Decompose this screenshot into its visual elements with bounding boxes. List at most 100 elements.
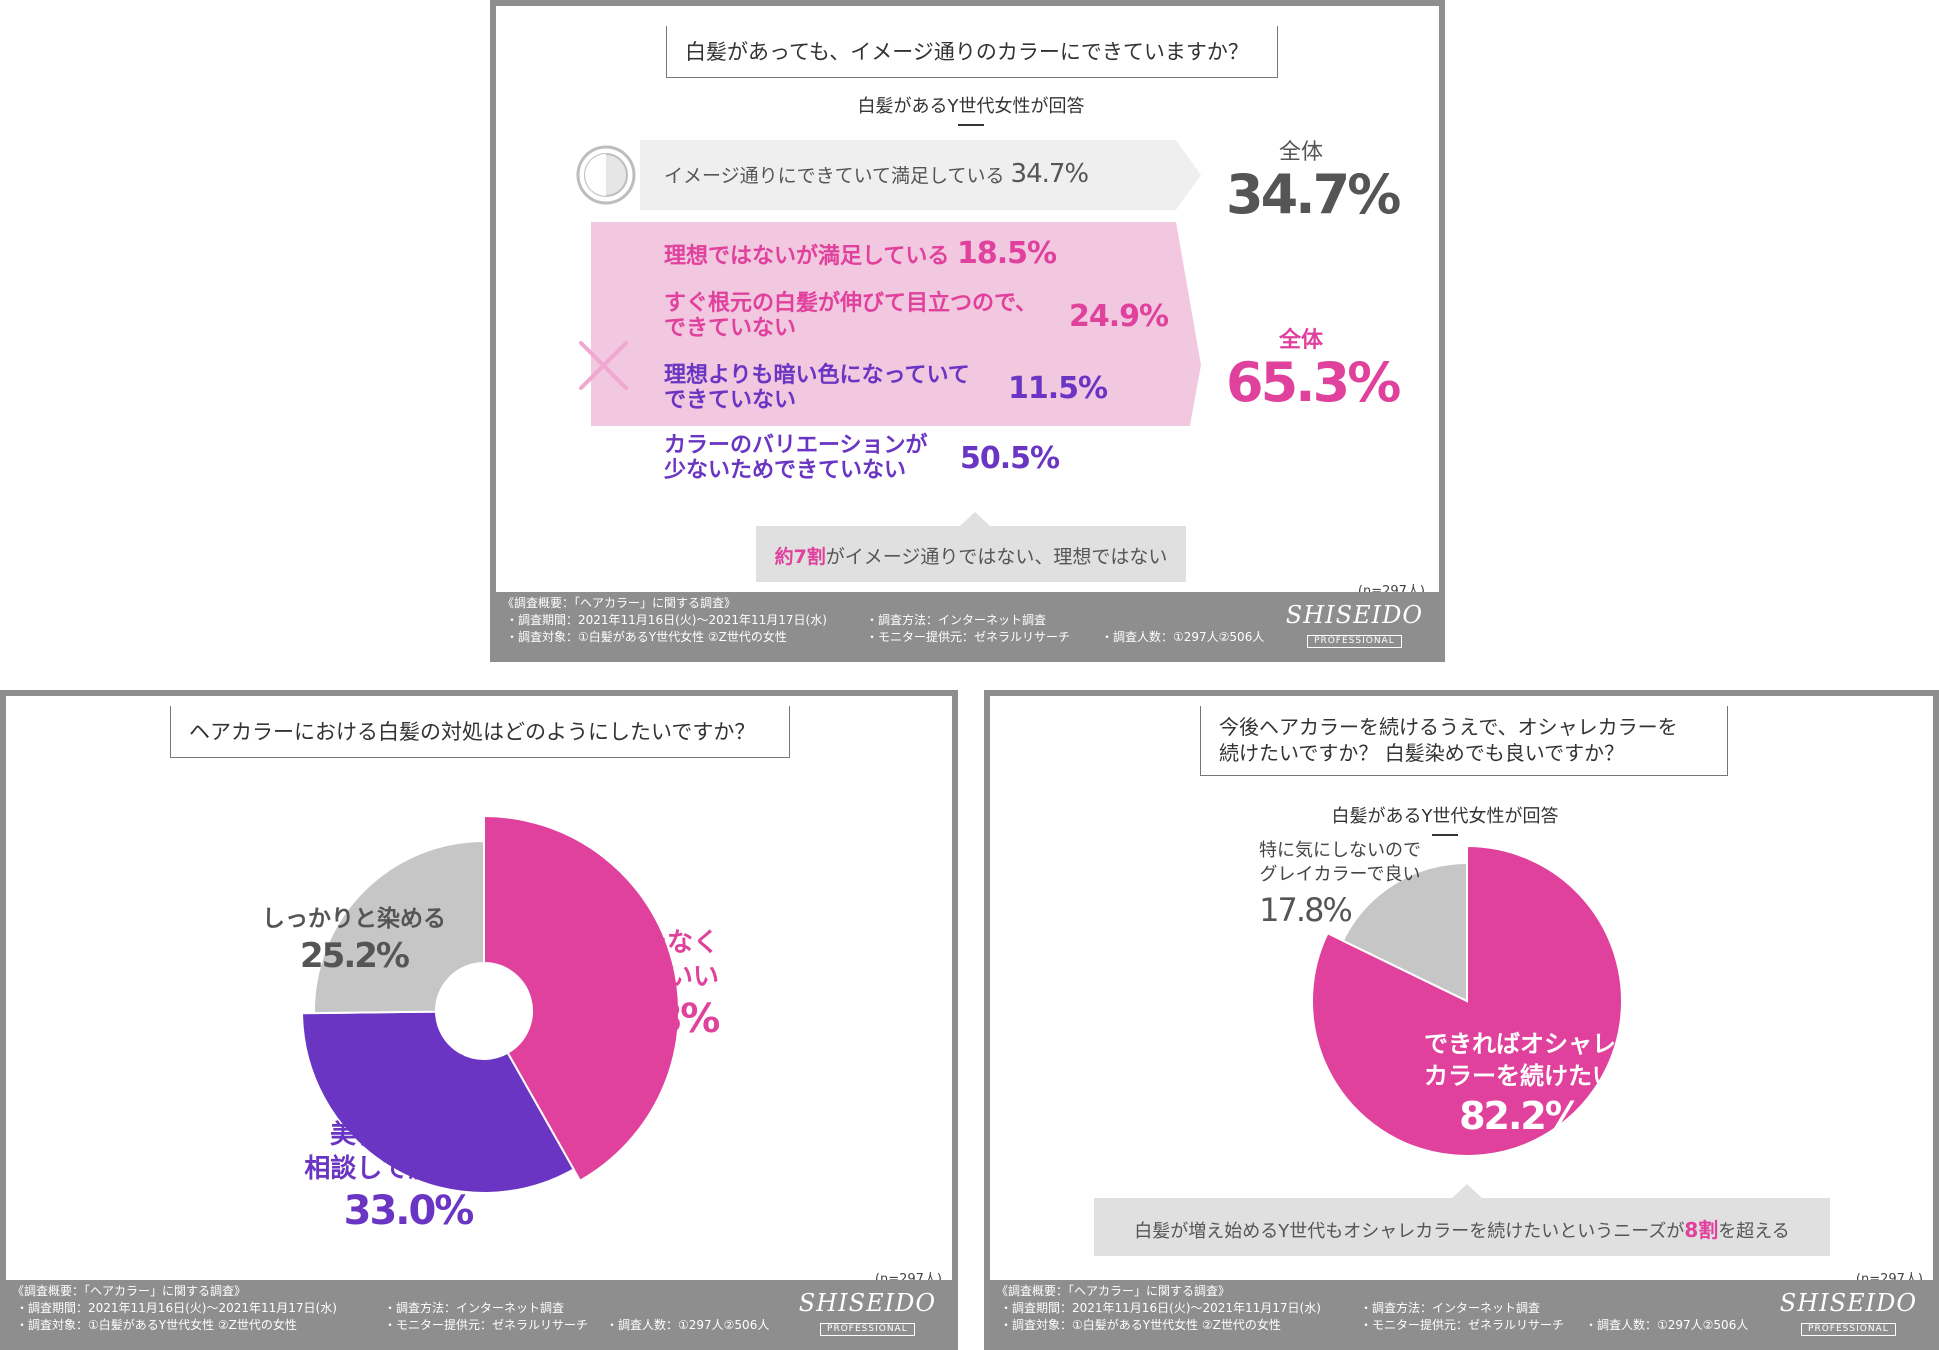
total-bottom-value: 65.3% — [1226, 351, 1401, 414]
row-roots: すぐ根元の白髪が伸びて目立つので、 できていない — [664, 291, 1037, 341]
top-arrow-band — [576, 140, 1201, 426]
brand-sub-text: PROFESSIONAL — [1801, 1323, 1896, 1336]
footer-method: ・調査方法：インターネット調査 — [1360, 1301, 1541, 1315]
question-text: 白髪があっても、イメージ通りのカラーにできていますか？ — [685, 40, 1249, 64]
row-satisfied: イメージ通りにできていて満足している 34.7% — [664, 159, 1090, 189]
slice-inconspicuous — [483, 816, 680, 1183]
callout-pointer — [1452, 1184, 1482, 1198]
brand-sub-text: PROFESSIONAL — [820, 1323, 915, 1336]
total-top-value: 34.7% — [1226, 163, 1401, 226]
row-roots-label1: すぐ根元の白髪が伸びて目立つので、 — [664, 291, 1038, 316]
footer-monitor: ・モニター提供元：ゼネラルリサーチ — [384, 1318, 589, 1332]
row-variation: カラーのバリエーションが 少ないためできていない — [664, 433, 928, 483]
label-consult-pct: 33.0% — [343, 1188, 475, 1234]
cross-icon — [579, 341, 628, 390]
label-dye-pct: 25.2% — [300, 936, 410, 976]
brand-text: SHISEIDO — [1285, 601, 1423, 629]
question-box: ヘアカラーにおける白髪の対処はどのようにしたいですか？ — [170, 706, 790, 758]
question-box: 今後ヘアカラーを続けるうえで、オシャレカラーを 続けたいですか？ 白髪染めでも良… — [1200, 706, 1728, 776]
label-consult-line1: 美容師さんと — [329, 1120, 486, 1150]
label-inconspicuous-pct: 41.8% — [589, 996, 721, 1042]
slice-dye — [313, 839, 485, 1015]
label-fashion: できればオシャレ カラーを続けたい 82.2% — [1400, 1028, 1640, 1140]
footer-period: ・調査期間：2021年11月16日(火)～2021年11月17日(水) — [16, 1301, 337, 1315]
sample-underline — [1432, 834, 1458, 836]
callout-pointer — [960, 512, 990, 526]
footer-line1: 《調査概要：「ヘアカラー」に関する調査》 — [502, 596, 737, 610]
sample-text: 白髪があるY世代女性が回答 — [1331, 806, 1559, 827]
brand-text: SHISEIDO — [1779, 1289, 1917, 1317]
footer-line1: 《調査概要：「ヘアカラー」に関する調査》 — [12, 1284, 247, 1298]
label-fashion-pct: 82.2% — [1459, 1094, 1583, 1138]
callout-accent: 約7割 — [774, 546, 826, 568]
total-bottom: 全体 65.3% — [1226, 322, 1401, 414]
total-top-label: 全体 — [1278, 140, 1323, 165]
pie-chart — [1311, 846, 1623, 1157]
label-gray-pct-wrap: 17.8% — [1240, 890, 1370, 930]
sample-underline — [958, 124, 984, 126]
row-satisfied-label: イメージ通りにできていて満足している — [664, 165, 1005, 187]
label-fashion-line1: できればオシャレ — [1424, 1030, 1616, 1058]
label-dye-line1: しっかりと染める — [262, 906, 446, 932]
row-variation-label1: カラーのバリエーションが — [664, 433, 928, 458]
row-roots-pct-wrap: 24.9% — [1069, 302, 1169, 332]
footer-period: ・調査期間：2021年11月16日(火)～2021年11月17日(水) — [506, 613, 827, 627]
footer-method: ・調査方法：インターネット調査 — [384, 1301, 565, 1315]
footer-line1: 《調査概要：「ヘアカラー」に関する調査》 — [996, 1284, 1231, 1298]
footer-count: ・調査人数：①297人②506人 — [606, 1318, 770, 1332]
footer-target: ・調査対象：①白髪があるY世代女性 ②Z世代の女性 — [506, 630, 787, 644]
label-inconspicuous: 目立たなく なればいい 41.8% — [554, 926, 754, 1044]
callout-text-pre: 白髪が増え始めるY世代もオシャレカラーを続けたいというニーズが — [1134, 1221, 1685, 1242]
sample-label: 白髪があるY世代女性が回答 — [1250, 802, 1640, 836]
shiseido-logo: SHISEIDO PROFESSIONAL — [1780, 1290, 1917, 1336]
sample-label: 白髪があるY世代女性が回答 — [776, 92, 1166, 126]
panel-gray-hair-handling: ヘアカラーにおける白髪の対処はどのようにしたいですか？ 目立たなく なればいい … — [0, 690, 958, 1350]
panel-fashion-color: 今後ヘアカラーを続けるうえで、オシャレカラーを 続けたいですか？ 白髪染めでも良… — [984, 690, 1939, 1350]
total-top: 全体 34.7% — [1226, 134, 1401, 226]
slice-fashion-color — [1311, 846, 1623, 1157]
footer-method: ・調査方法：インターネット調査 — [866, 613, 1047, 627]
brand-text: SHISEIDO — [798, 1289, 936, 1317]
label-dye: しっかりと染める 25.2% — [244, 904, 464, 978]
label-consult-line2: 相談して決めたい — [304, 1154, 512, 1184]
slice-consult — [301, 1010, 576, 1194]
footer: 《調査概要：「ヘアカラー」に関する調査》 ・調査期間：2021年11月16日(火… — [496, 592, 1439, 656]
row-dark-label1: 理想よりも暗い色になっていて — [664, 363, 970, 388]
row-roots-pct: 24.9% — [1069, 299, 1169, 334]
slice-gray-color — [1341, 861, 1468, 1003]
label-gray-pct: 17.8% — [1259, 891, 1353, 929]
question-box: 白髪があっても、イメージ通りのカラーにできていますか？ — [666, 26, 1278, 78]
row-roots-label2: できていない — [664, 316, 797, 341]
footer-count: ・調査人数：①297人②506人 — [1585, 1318, 1749, 1332]
row-not-ideal-pct: 18.5% — [957, 236, 1057, 271]
label-gray-line2: グレイカラーで良い — [1259, 864, 1421, 885]
total-bottom-label: 全体 — [1278, 328, 1323, 353]
label-gray: 特に気にしないので グレイカラーで良い — [1240, 839, 1440, 887]
question-text: ヘアカラーにおける白髪の対処はどのようにしたいですか？ — [189, 720, 756, 744]
footer-target: ・調査対象：①白髪があるY世代女性 ②Z世代の女性 — [1000, 1318, 1281, 1332]
row-dark-label2: できていない — [664, 388, 797, 413]
footer-count: ・調査人数：①297人②506人 — [1101, 630, 1265, 644]
footer: 《調査概要：「ヘアカラー」に関する調査》 ・調査期間：2021年11月16日(火… — [6, 1280, 952, 1344]
footer: 《調査概要：「ヘアカラー」に関する調査》 ・調査期間：2021年11月16日(火… — [990, 1280, 1933, 1344]
label-inconspicuous-line1: 目立たなく — [588, 928, 719, 958]
label-fashion-line2: カラーを続けたい — [1424, 1062, 1616, 1090]
row-variation-label2: 少ないためできていない — [664, 458, 907, 483]
footer-period: ・調査期間：2021年11月16日(火)～2021年11月17日(水) — [1000, 1301, 1321, 1315]
sample-text: 白髪があるY世代女性が回答 — [857, 96, 1085, 117]
label-gray-line1: 特に気にしないので — [1259, 840, 1421, 861]
circle-icon — [576, 145, 636, 205]
callout-panel1: 約7割がイメージ通りではない、理想ではない — [756, 526, 1186, 582]
row-variation-pct: 50.5% — [960, 441, 1060, 476]
row-not-ideal: 理想ではないが満足している 18.5% — [664, 239, 1057, 270]
callout-text-post: を超える — [1718, 1221, 1790, 1242]
panel-image-satisfaction: 白髪があっても、イメージ通りのカラーにできていますか？ 白髪があるY世代女性が回… — [490, 0, 1445, 662]
brand-sub-text: PROFESSIONAL — [1307, 635, 1402, 648]
shiseido-logo: SHISEIDO PROFESSIONAL — [799, 1290, 936, 1336]
callout-text: がイメージ通りではない、理想ではない — [825, 546, 1168, 568]
row-satisfied-pct: 34.7% — [1010, 159, 1090, 189]
shiseido-logo: SHISEIDO PROFESSIONAL — [1286, 602, 1423, 648]
row-variation-pct-wrap: 50.5% — [960, 444, 1060, 474]
question-line1: 今後ヘアカラーを続けるうえで、オシャレカラーを — [1219, 715, 1678, 739]
label-inconspicuous-line2: なればいい — [588, 962, 719, 992]
